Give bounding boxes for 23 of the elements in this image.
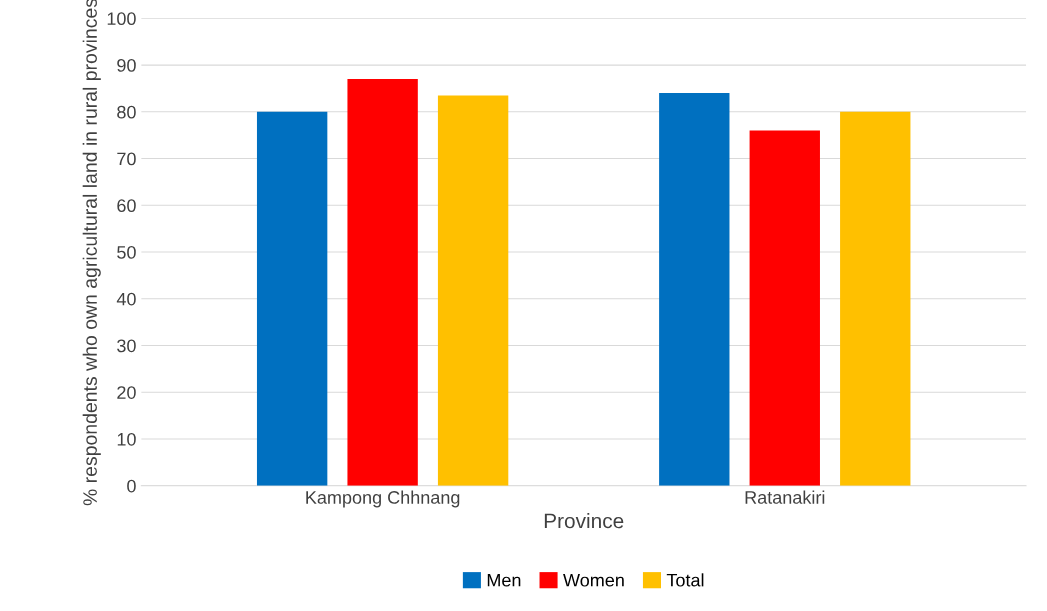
y-tick-label: 50	[117, 245, 136, 259]
legend-label: Women	[563, 573, 624, 587]
bar	[749, 130, 820, 486]
y-tick-label: 0	[127, 479, 136, 493]
x-axis-title: Province	[544, 512, 624, 529]
y-tick-label: 70	[117, 152, 136, 166]
y-tick-label: 40	[116, 292, 136, 306]
y-tick-label: 90	[117, 59, 136, 72]
y-tick-label: 100	[107, 12, 136, 26]
y-tick-label: 20	[117, 386, 136, 399]
x-tick-label: Ratanakiri	[745, 490, 825, 504]
bar	[659, 93, 730, 486]
legend-label: Total	[666, 573, 704, 587]
x-tick-label: Kampong Chhnang	[306, 490, 460, 508]
y-tick-label: 60	[117, 199, 136, 213]
bar	[840, 111, 911, 486]
legend-label: Men	[487, 573, 521, 587]
y-tick-label: 10	[117, 432, 136, 446]
bar	[256, 111, 328, 486]
bar	[437, 95, 509, 486]
y-tick-label: 80	[117, 105, 136, 119]
bar	[347, 79, 418, 486]
y-tick-label: 30	[117, 339, 136, 353]
